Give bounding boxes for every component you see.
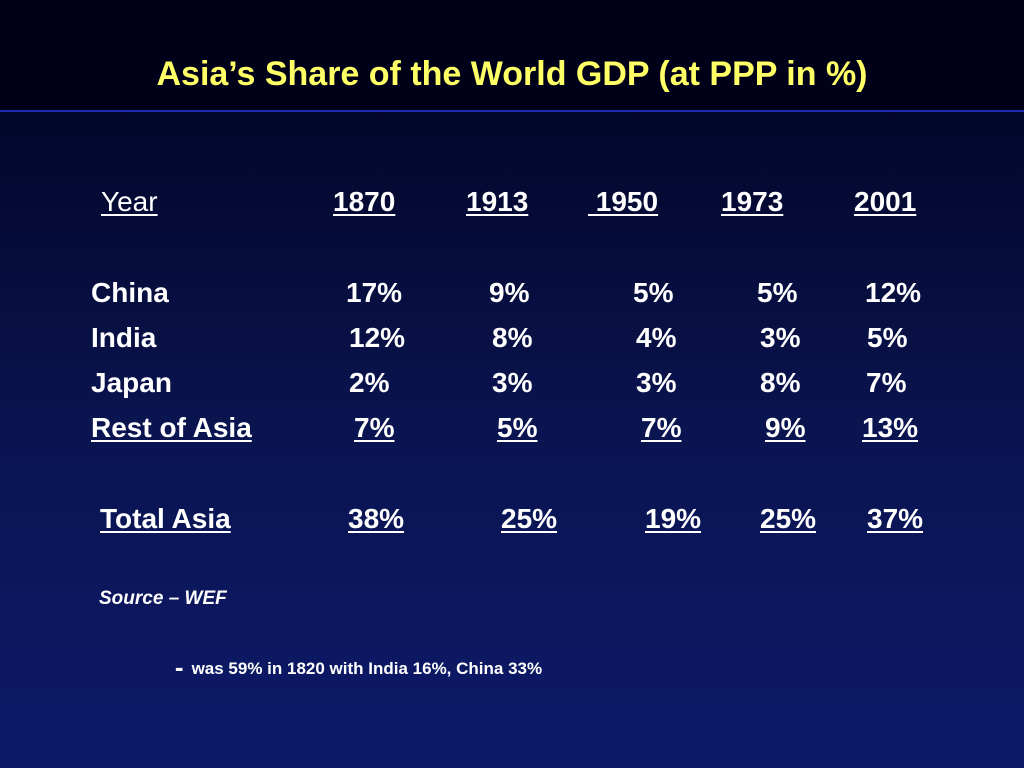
- year-1870: 1870: [333, 186, 396, 217]
- china-1973: 5%: [757, 277, 798, 308]
- japan-1950: 3%: [636, 367, 677, 398]
- india-2001: 5%: [867, 322, 908, 353]
- rest-of-asia-2001: 13%: [862, 412, 919, 443]
- china-1870: 17%: [346, 277, 403, 308]
- japan-1913: 3%: [492, 367, 533, 398]
- historical-note: - was 59% in 1820 with India 16%, China 3…: [156, 628, 542, 708]
- year-1973: 1973: [721, 186, 784, 217]
- rest-of-asia-1913: 5%: [497, 412, 538, 443]
- india-1973: 3%: [760, 322, 801, 353]
- year-1950: 1950: [588, 186, 659, 217]
- japan-1870: 2%: [349, 367, 390, 398]
- row-label-japan: Japan: [91, 367, 172, 398]
- year-header-label: Year: [101, 186, 158, 217]
- india-1913: 8%: [492, 322, 533, 353]
- india-1870: 12%: [349, 322, 406, 353]
- total-asia-2001: 37%: [867, 503, 924, 534]
- rest-of-asia-1870: 7%: [354, 412, 395, 443]
- total-asia-1950: 19%: [645, 503, 702, 534]
- rest-of-asia-1950: 7%: [641, 412, 682, 443]
- total-asia-1870: 38%: [348, 503, 405, 534]
- year-1913: 1913: [466, 186, 529, 217]
- row-label-india: India: [91, 322, 157, 353]
- note-dash: -: [174, 652, 184, 682]
- china-2001: 12%: [865, 277, 922, 308]
- slide-title: Asia’s Share of the World GDP (at PPP in…: [156, 55, 868, 93]
- note-text: was 59% in 1820 with India 16%, China 33…: [191, 659, 543, 678]
- row-label-total-asia: Total Asia: [100, 503, 231, 534]
- row-label-china: China: [91, 277, 169, 308]
- japan-1973: 8%: [760, 367, 801, 398]
- china-1913: 9%: [489, 277, 530, 308]
- japan-2001: 7%: [866, 367, 907, 398]
- title-divider: [0, 110, 1024, 112]
- year-2001: 2001: [854, 186, 917, 217]
- row-label-rest-of-asia: Rest of Asia: [91, 412, 252, 443]
- source-citation: Source – WEF: [99, 588, 227, 609]
- title-band: [0, 0, 1024, 110]
- rest-of-asia-1973: 9%: [765, 412, 806, 443]
- china-1950: 5%: [633, 277, 674, 308]
- india-1950: 4%: [636, 322, 677, 353]
- total-asia-1973: 25%: [760, 503, 817, 534]
- total-asia-1913: 25%: [501, 503, 558, 534]
